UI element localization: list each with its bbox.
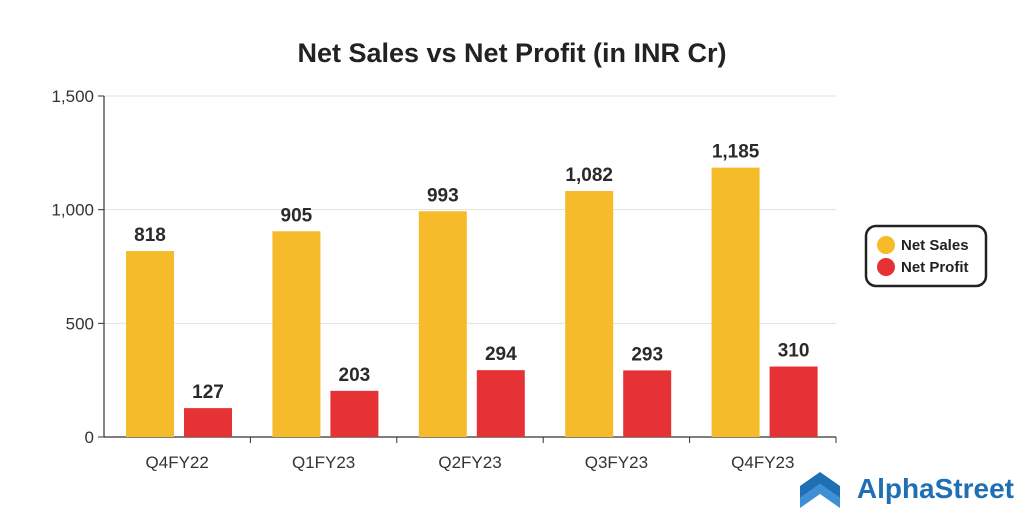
- legend-label: Net Sales: [901, 237, 969, 254]
- bar-net-sales: [272, 231, 321, 437]
- bar-net-profit: [769, 366, 818, 437]
- bar-net-profit: [476, 370, 525, 437]
- alphastreet-logo-icon: [800, 472, 840, 508]
- data-label: 1,082: [565, 165, 613, 186]
- x-tick-label: Q2FY23: [438, 453, 501, 472]
- data-label: 294: [485, 344, 517, 365]
- bar-net-sales: [711, 167, 760, 438]
- y-tick-label: 1,500: [51, 87, 94, 106]
- y-tick-label: 0: [85, 428, 94, 447]
- data-label: 293: [631, 344, 663, 365]
- data-label: 310: [778, 341, 810, 362]
- bars: 818 127 905 203 993 294 1,082 293 1,185 310: [126, 142, 818, 438]
- bar-net-sales: [418, 211, 467, 437]
- legend-box: [864, 224, 988, 288]
- bar-net-sales: [565, 191, 614, 437]
- legend: Net Sales Net Profit: [864, 224, 988, 288]
- legend-marker: [877, 236, 895, 254]
- chart-title: Net Sales vs Net Profit (in INR Cr): [297, 38, 726, 68]
- x-tick-label: Q3FY23: [585, 453, 648, 472]
- y-axis: 0 500 1,000 1,500: [51, 87, 105, 447]
- legend-label: Net Profit: [901, 259, 969, 276]
- x-axis: Q4FY22 Q1FY23 Q2FY23 Q3FY23 Q4FY23: [104, 436, 837, 472]
- brand: AlphaStreet: [800, 472, 1014, 508]
- brand-name: AlphaStreet: [857, 473, 1014, 504]
- y-tick-label: 500: [66, 314, 94, 333]
- data-label: 993: [427, 185, 459, 206]
- legend-marker: [877, 258, 895, 276]
- bar-net-profit: [184, 408, 232, 437]
- data-label: 127: [192, 382, 224, 403]
- x-tick-label: Q1FY23: [292, 453, 355, 472]
- data-label: 905: [281, 205, 313, 226]
- data-label: 818: [134, 225, 166, 246]
- x-tick-label: Q4FY23: [731, 453, 794, 472]
- bar-net-profit: [623, 370, 672, 437]
- data-label: 203: [339, 365, 371, 386]
- data-label: 1,185: [712, 142, 760, 163]
- y-tick-label: 1,000: [51, 201, 94, 220]
- bar-net-profit: [330, 390, 379, 437]
- bar-net-sales: [126, 251, 174, 437]
- x-tick-label: Q4FY22: [146, 453, 209, 472]
